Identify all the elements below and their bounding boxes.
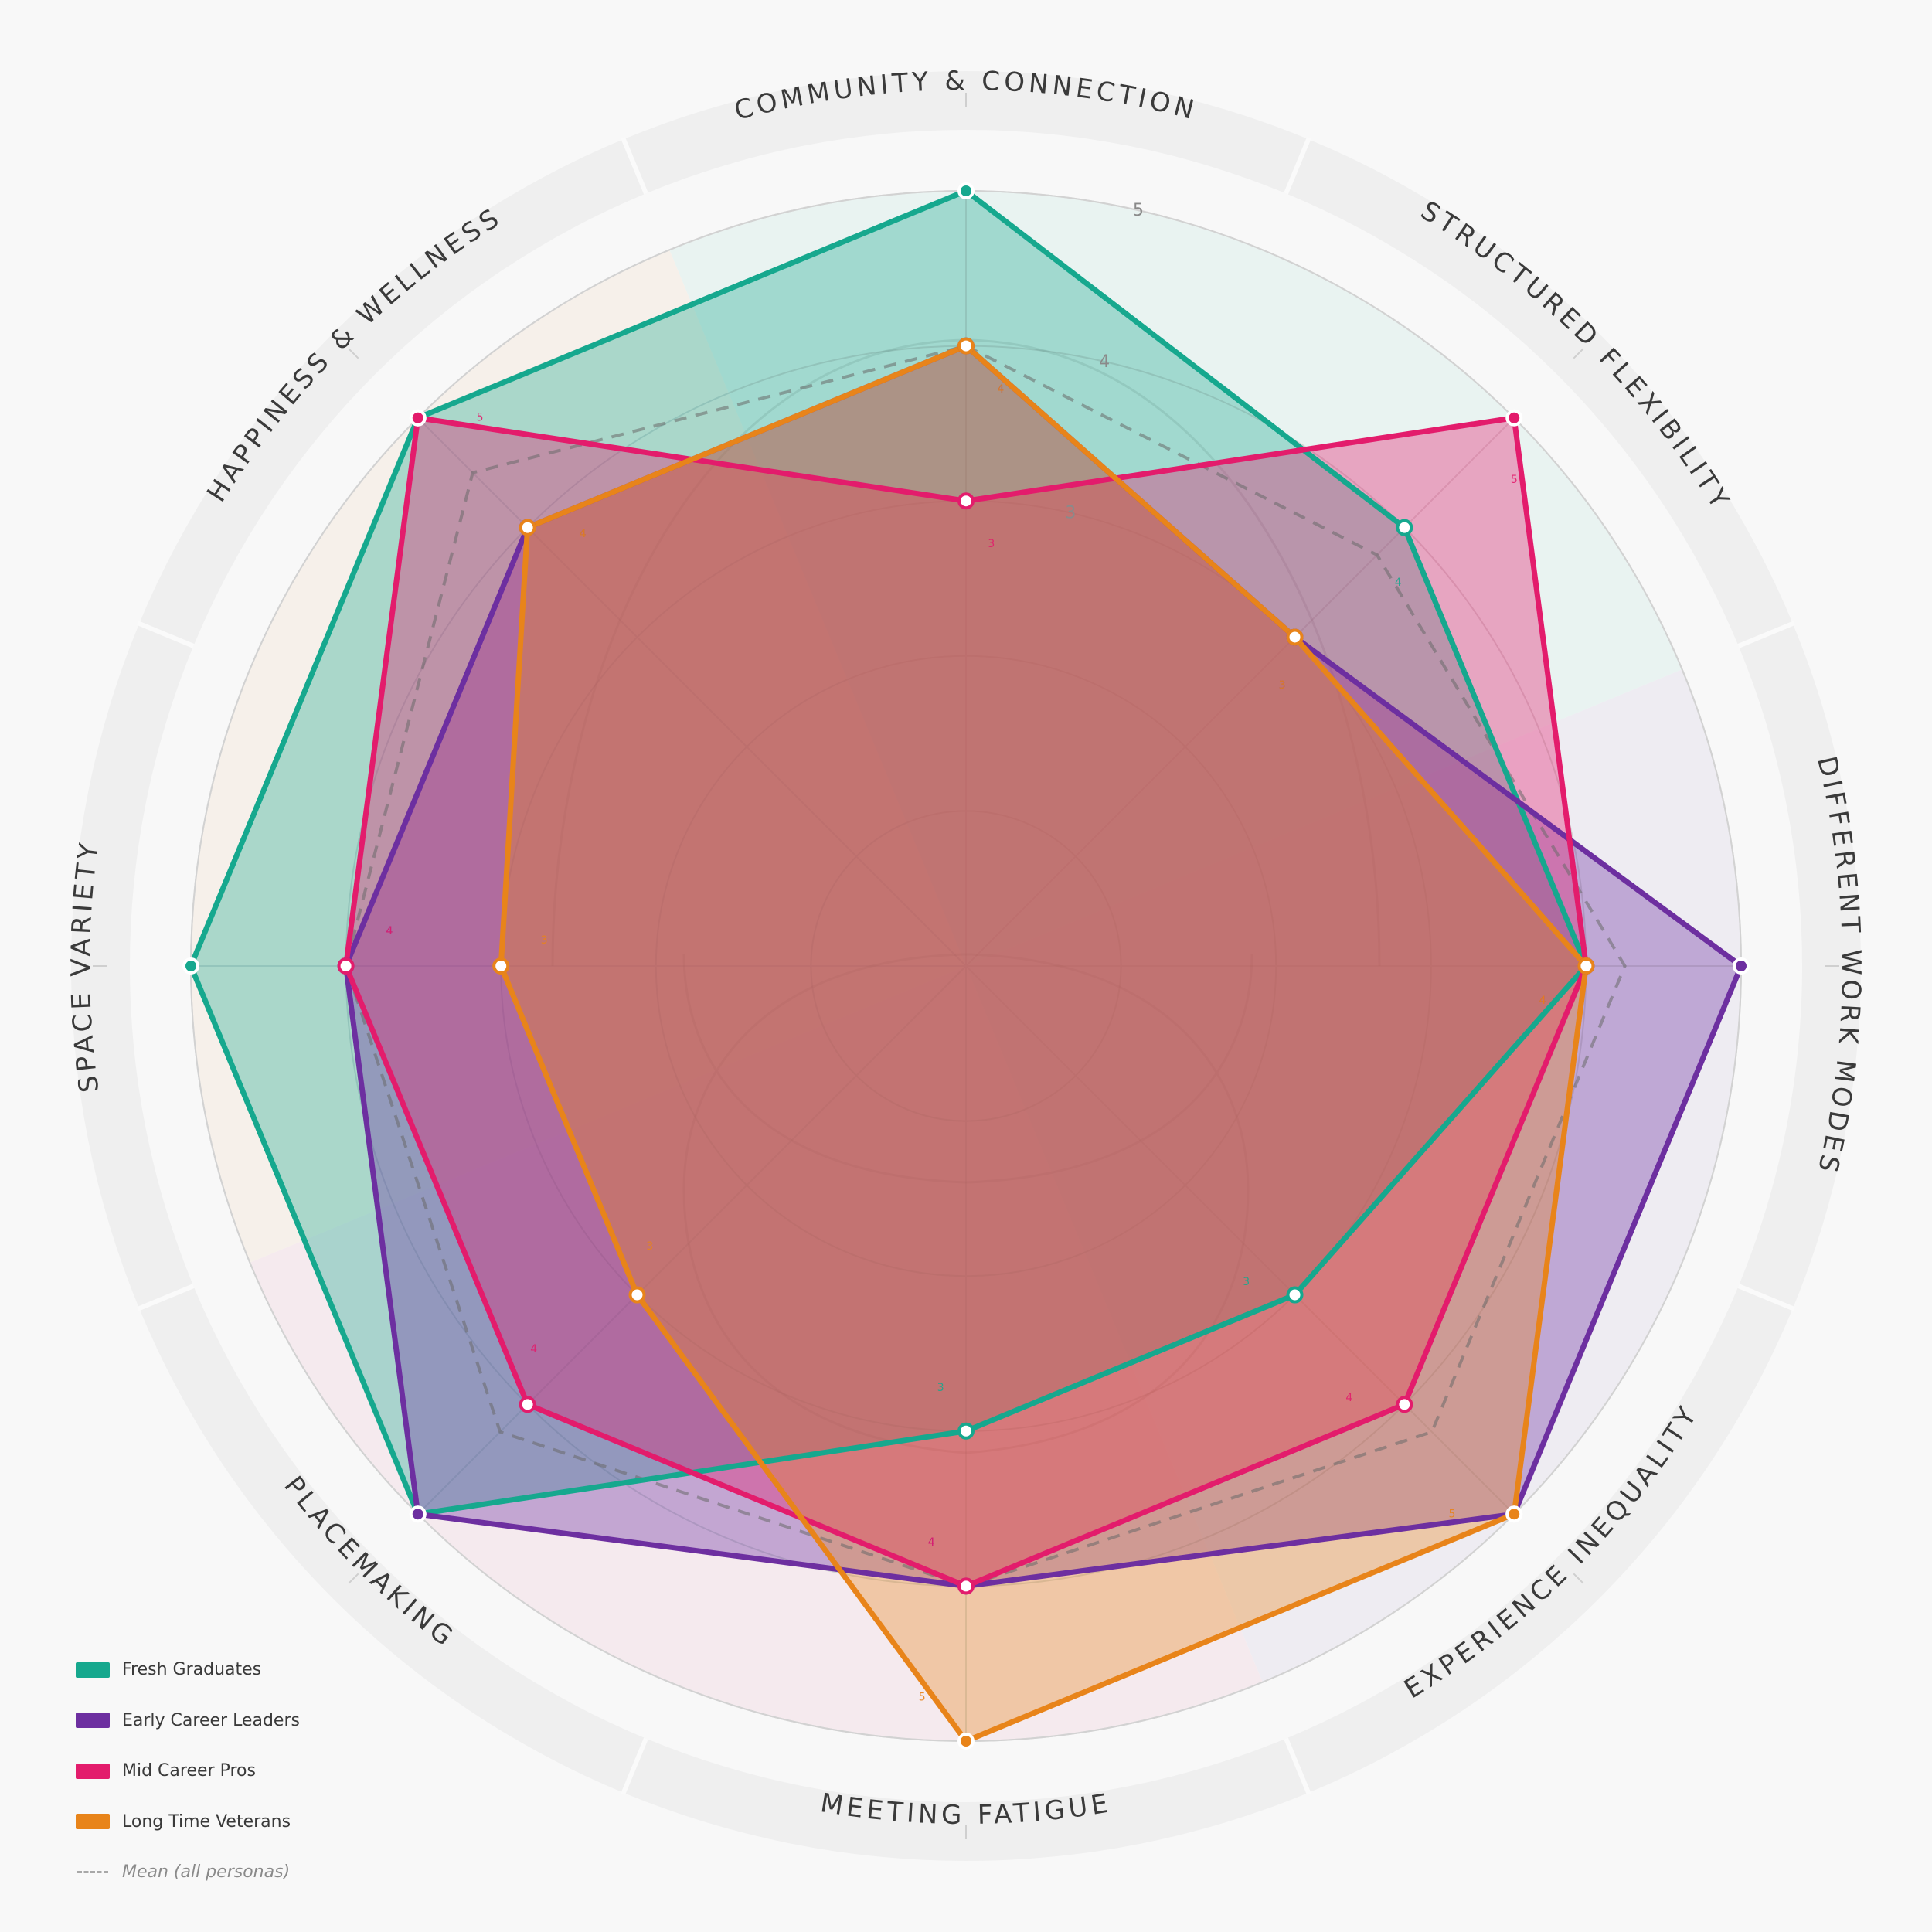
axis-spoke <box>965 417 1515 967</box>
legend-label: Mid Career Pros <box>122 1761 256 1781</box>
value-label: 3 <box>646 1240 653 1253</box>
value-label: 4 <box>928 1536 935 1549</box>
legend-swatch <box>76 1814 110 1830</box>
ring-label: 5 <box>1133 201 1144 220</box>
series-point <box>492 957 510 975</box>
value-label: 4 <box>1395 577 1402 589</box>
series-point <box>957 1733 975 1750</box>
legend-label: Mean (all personas) <box>122 1862 291 1883</box>
sector-separator <box>137 621 195 648</box>
axis-tick <box>1573 1573 1584 1584</box>
value-label: 3 <box>1279 679 1286 692</box>
value-label: 3 <box>1279 679 1286 692</box>
value-label: 4 <box>1539 995 1546 1007</box>
value-label: 4 <box>997 383 1004 396</box>
series-point <box>957 492 975 510</box>
series-point <box>957 1422 975 1440</box>
sector-separator <box>621 1737 648 1795</box>
value-label: 5 <box>1511 474 1518 486</box>
value-label: 4 <box>1539 995 1546 1007</box>
series-point <box>1396 1396 1413 1413</box>
axis-spoke <box>417 965 967 1515</box>
series-point <box>1505 409 1523 427</box>
legend-swatch <box>76 1763 110 1779</box>
value-label: 4 <box>386 925 393 937</box>
series-point <box>409 409 427 427</box>
value-label: 4 <box>386 925 393 937</box>
axis-spoke <box>417 417 967 967</box>
value-label: 4 <box>1539 995 1546 1007</box>
sector-separator <box>1284 1737 1311 1795</box>
value-label: 5 <box>477 412 484 424</box>
series-point <box>337 957 355 975</box>
axis-tick <box>348 1573 359 1584</box>
legend-dash <box>77 1871 108 1874</box>
value-label: 4 <box>580 528 587 540</box>
series-point <box>1505 1505 1523 1523</box>
legend-item-fresh-graduates: Fresh Graduates <box>76 1645 300 1696</box>
series-point <box>519 1396 536 1413</box>
sector-separator <box>621 137 648 195</box>
series-point <box>1577 957 1595 975</box>
axis-tick <box>1573 348 1584 359</box>
series-point <box>1733 957 1750 975</box>
legend-swatch <box>76 1713 110 1729</box>
series-point <box>182 957 199 975</box>
series-point <box>1286 628 1304 646</box>
category-label: SPACE VARIETY <box>66 838 105 1094</box>
decorative-curve <box>682 954 1253 1184</box>
series-area <box>501 345 1587 1742</box>
category-label-text: SPACE VARIETY <box>66 838 101 1094</box>
value-label: 5 <box>919 1691 926 1703</box>
legend-swatch <box>76 1662 110 1678</box>
value-label: 5 <box>1448 1508 1455 1520</box>
value-label: 3 <box>988 538 995 550</box>
legend-item-early-career-leaders: Early Career Leaders <box>76 1696 300 1747</box>
background-sector <box>250 966 1263 1741</box>
value-label: 4 <box>530 1343 537 1355</box>
series-point <box>409 1505 427 1523</box>
legend-label: Fresh Graduates <box>122 1660 262 1680</box>
legend-label: Early Career Leaders <box>122 1710 300 1730</box>
value-label: 4 <box>997 383 1004 396</box>
sector-separator <box>1737 621 1795 648</box>
legend: Fresh Graduates Early Career Leaders Mid… <box>76 1645 300 1898</box>
series-point <box>957 1577 975 1595</box>
decorative-curve <box>682 953 1250 1454</box>
legend-item-mid-career-pros: Mid Career Pros <box>76 1746 300 1797</box>
series-area <box>345 417 1587 1587</box>
legend-item-mean: Mean (all personas) <box>76 1847 300 1898</box>
axis-tick <box>348 348 359 359</box>
value-label: 3 <box>541 934 548 947</box>
sector-separators <box>137 137 1795 1795</box>
value-label: 3 <box>1243 1276 1250 1288</box>
series-point <box>628 1286 646 1304</box>
ring-label: 3 <box>1065 504 1076 523</box>
value-label: 4 <box>1345 1392 1352 1404</box>
axis-spoke <box>965 965 1515 1515</box>
ring-labels: 3 4 5 <box>1065 201 1144 523</box>
legend-label: Long Time Veterans <box>122 1811 291 1832</box>
legend-item-long-time-veterans: Long Time Veterans <box>76 1797 300 1848</box>
sector-separator <box>137 1284 195 1311</box>
background-sector <box>669 191 1682 967</box>
sector-separator <box>1284 137 1311 195</box>
series-area <box>345 345 1742 1587</box>
series-point <box>957 182 975 199</box>
series-point <box>519 519 536 536</box>
series-point <box>1286 1286 1304 1304</box>
value-label: 3 <box>937 1382 944 1394</box>
value-label: 4 <box>928 1536 935 1549</box>
value-label: 4 <box>580 528 587 540</box>
series-point <box>1396 519 1413 536</box>
sector-separator <box>1737 1284 1795 1311</box>
series-markers <box>492 337 1595 1750</box>
series-point <box>957 337 975 355</box>
ring-label: 4 <box>1099 352 1110 372</box>
